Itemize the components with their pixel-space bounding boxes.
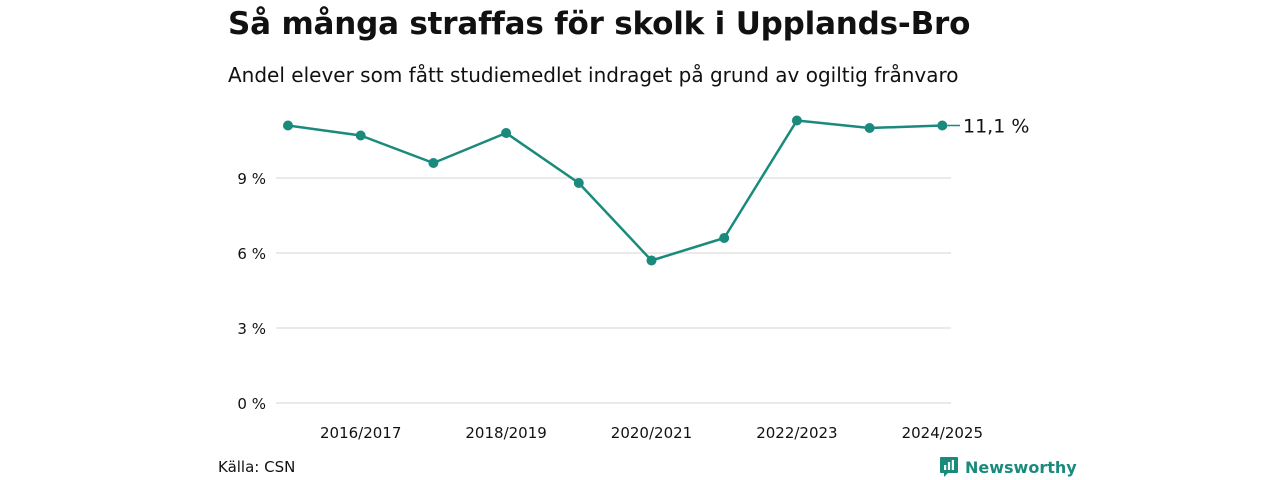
data-point — [573, 178, 584, 188]
end-value-label: 11,1 % — [963, 116, 1029, 138]
brand-logo: Newsworthy — [939, 456, 1077, 478]
y-tick-label: 6 % — [237, 245, 266, 263]
series-line — [287, 119, 943, 262]
x-tick-label: 2024/2025 — [902, 424, 983, 442]
y-axis-ticks: 0 % 3 % 6 % 9 % — [237, 170, 266, 413]
x-tick-label: 2020/2021 — [611, 424, 692, 442]
data-point — [355, 130, 366, 141]
y-tick-label: 0 % — [237, 395, 266, 413]
newsworthy-logo-icon — [940, 457, 958, 477]
end-label-layer: 11,1 % — [947, 116, 1029, 138]
data-point — [864, 123, 875, 133]
data-point — [283, 120, 293, 131]
chart-title: Så många straffas för skolk i Upplands-B… — [228, 6, 971, 42]
brand-name: Newsworthy — [965, 457, 1077, 477]
source-note: Källa: CSN — [218, 458, 296, 476]
data-point — [937, 120, 948, 131]
x-tick-label: 2022/2023 — [756, 424, 837, 442]
gridlines — [276, 177, 951, 404]
data-point — [719, 233, 730, 243]
x-tick-label: 2018/2019 — [465, 424, 546, 442]
series-layer — [283, 115, 948, 266]
x-tick-label: 2016/2017 — [320, 424, 401, 442]
data-point — [428, 158, 439, 168]
x-axis-ticks: 2016/2017 2018/2019 2020/2021 2022/2023 2024… — [320, 424, 983, 442]
y-tick-label: 3 % — [237, 320, 266, 338]
data-point — [791, 115, 802, 126]
data-point — [646, 255, 657, 266]
chart-subtitle: Andel elever som fått studiemedlet indra… — [228, 63, 959, 87]
data-point — [501, 128, 512, 138]
y-tick-label: 9 % — [237, 170, 266, 188]
